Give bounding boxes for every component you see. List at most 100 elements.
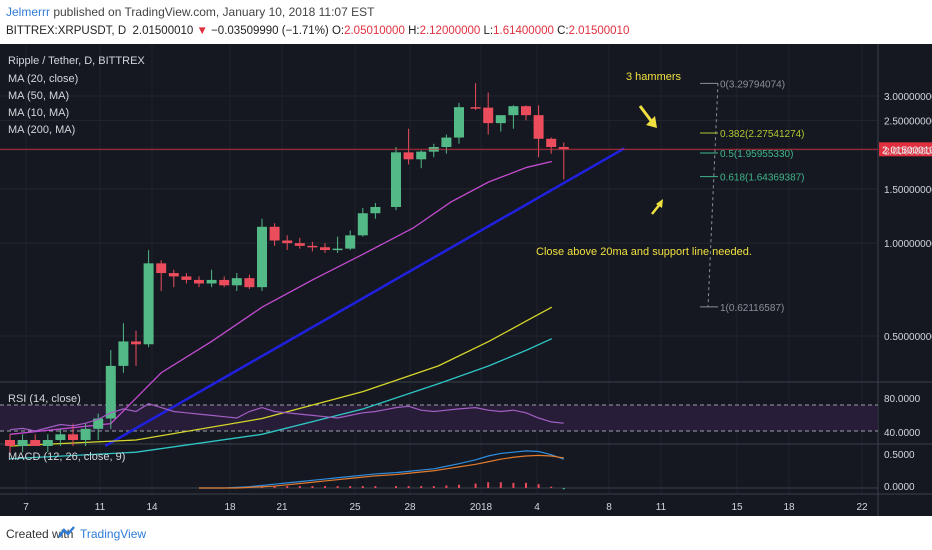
candle-body	[131, 341, 141, 345]
candle-body	[357, 213, 368, 236]
price-axis[interactable]: 0.50000000 1.00000000 1.50000000 2.00000000…	[884, 92, 932, 343]
legend-ma-20[interactable]: MA (20, close)	[8, 73, 78, 85]
macd-histogram-bar	[562, 488, 565, 490]
time-tick-label: 7	[23, 502, 29, 513]
price-tick-label: 0.50000000	[884, 332, 932, 343]
candle-body	[533, 115, 544, 139]
symbol: BITTREX:XRPUSDT, D	[6, 25, 127, 37]
fibonacci-levels[interactable]: 0(3.29794074) 0.382(2.27541274) 0.5(1.9595…	[700, 79, 805, 314]
time-tick-label: 2018	[470, 502, 493, 513]
candle-body	[244, 278, 255, 288]
macd-histogram-bar	[525, 482, 527, 488]
macd-signal-line	[199, 454, 564, 489]
price-tick-label: 2.00000000	[884, 146, 932, 157]
footer: Created with TradingView	[0, 516, 932, 550]
macd-histogram-bar	[361, 486, 364, 488]
candle-body	[269, 226, 280, 241]
close-label: C:	[557, 25, 569, 37]
legend-ma-200[interactable]: MA (200, MA)	[8, 124, 75, 136]
candle-body	[206, 279, 217, 284]
macd-line	[199, 450, 565, 489]
annotation-hammers[interactable]: 3 hammers	[626, 71, 682, 83]
rsi-tick-40: 40.0000	[884, 428, 921, 439]
support-line-group[interactable]	[104, 147, 626, 448]
low-value: 1.61400000	[493, 25, 554, 37]
macd-histogram-bar	[395, 486, 397, 488]
macd-title[interactable]: MACD (12, 26, close, 9)	[8, 451, 125, 463]
candle-body	[231, 278, 242, 286]
support-trend-line	[104, 147, 626, 448]
annotation-note[interactable]: Close above 20ma and support line needed…	[536, 246, 752, 258]
macd-histogram-bar	[445, 485, 448, 488]
macd-histogram-bar	[458, 484, 460, 488]
macd-histogram-bar	[374, 486, 377, 488]
publish-line: Jelmerrr published on TradingView.com, J…	[6, 5, 374, 19]
price-change: −0.03509990 (−1.71%)	[211, 25, 329, 37]
time-tick-label: 25	[349, 502, 361, 513]
candle-body	[320, 247, 330, 251]
price-tick-label: 1.00000000	[884, 239, 932, 250]
arrow-down-icon[interactable]	[638, 105, 657, 128]
candle-body	[345, 235, 356, 249]
candle-body	[118, 341, 129, 366]
macd-lines	[0, 450, 878, 490]
macd-histogram-bar	[298, 486, 301, 488]
time-tick-label: 18	[224, 502, 236, 513]
publish-info: published on TradingView.com, January 10…	[50, 5, 375, 19]
macd-histogram-bar	[420, 486, 423, 488]
candle-body	[307, 245, 318, 248]
rsi-title[interactable]: RSI (14, close)	[8, 393, 81, 405]
fib-level-label: 0.618(1.64369387)	[720, 173, 805, 184]
low-label: L:	[483, 25, 494, 37]
arrow-up-icon[interactable]	[651, 199, 663, 215]
candle-body	[521, 106, 531, 116]
candle-body	[257, 226, 267, 288]
arrow-up-head	[656, 199, 663, 208]
macd-histogram-bar	[432, 486, 435, 488]
macd-tick-0: 0.0000	[884, 482, 915, 493]
fib-level-label: 0.5(1.95955330)	[720, 149, 793, 160]
candles	[5, 83, 569, 453]
candle-body	[219, 279, 230, 286]
author-link[interactable]: Jelmerrr	[6, 5, 50, 19]
candle-body	[30, 440, 41, 446]
price-tick-label: 1.50000000	[884, 185, 932, 196]
macd-histogram-bar	[311, 486, 314, 488]
macd-histogram-bar	[512, 482, 515, 488]
time-tick-label: 21	[276, 502, 288, 513]
candle-body	[55, 434, 66, 441]
macd-histogram-bar	[487, 482, 490, 488]
candle-body	[558, 147, 569, 150]
rsi-line	[9, 403, 564, 432]
chart-title: Ripple / Tether, D, BITTREX	[8, 55, 145, 67]
current-price-box	[879, 142, 932, 157]
candle-body	[391, 152, 401, 207]
macd-histogram-bar	[336, 486, 339, 488]
rsi-polyline	[9, 403, 564, 432]
time-tick-label: 18	[783, 502, 795, 513]
fib-level-label: 0(3.29794074)	[720, 79, 785, 90]
price-tick-label: 2.50000000	[884, 116, 932, 127]
chart-svg[interactable]: 0(3.29794074) 0.382(2.27541274) 0.5(1.9595…	[0, 44, 932, 516]
legend-ma-10[interactable]: MA (10, MA)	[8, 107, 69, 119]
open-value: 2.05010000	[344, 25, 405, 37]
candle-body	[80, 428, 91, 441]
candle-body	[403, 152, 414, 160]
moving-averages	[9, 160, 553, 460]
rsi-band-fill	[0, 405, 878, 431]
pane-separators	[0, 44, 932, 516]
macd-histogram-bar	[349, 486, 352, 488]
legend-ma-50[interactable]: MA (50, MA)	[8, 90, 69, 102]
candle-body	[143, 263, 154, 345]
candle-body	[168, 273, 179, 277]
rsi-band	[0, 404, 878, 432]
candle-body	[181, 276, 192, 280]
tradingview-brand[interactable]: TradingView	[80, 527, 147, 541]
time-axis[interactable]: 7 11 14 18 21 25 28 2018 4 8 11 15 18 22	[23, 502, 868, 513]
macd-histogram-bar	[499, 482, 502, 488]
time-tick-label: 11	[95, 502, 106, 513]
candle-body	[416, 151, 427, 160]
chart-area[interactable]: 0(3.29794074) 0.382(2.27541274) 0.5(1.9595…	[0, 44, 932, 516]
time-tick-label: 8	[606, 502, 612, 513]
candle-body	[470, 107, 481, 109]
